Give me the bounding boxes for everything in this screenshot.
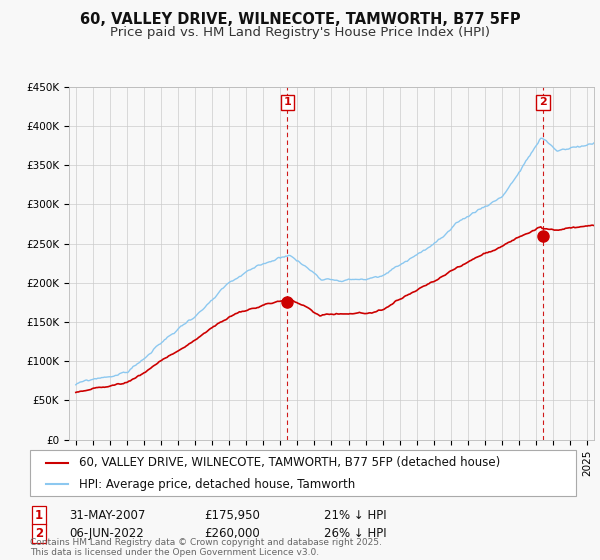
Text: 1: 1 [283, 97, 291, 108]
Text: 2: 2 [539, 97, 547, 108]
Text: HPI: Average price, detached house, Tamworth: HPI: Average price, detached house, Tamw… [79, 478, 355, 491]
Text: 2: 2 [35, 526, 43, 540]
Text: 60, VALLEY DRIVE, WILNECOTE, TAMWORTH, B77 5FP (detached house): 60, VALLEY DRIVE, WILNECOTE, TAMWORTH, B… [79, 456, 500, 469]
Text: 06-JUN-2022: 06-JUN-2022 [69, 526, 144, 540]
Text: Price paid vs. HM Land Registry's House Price Index (HPI): Price paid vs. HM Land Registry's House … [110, 26, 490, 39]
Text: 26% ↓ HPI: 26% ↓ HPI [324, 526, 386, 540]
Text: 1: 1 [35, 508, 43, 522]
Text: 21% ↓ HPI: 21% ↓ HPI [324, 508, 386, 522]
Text: £175,950: £175,950 [204, 508, 260, 522]
Text: 60, VALLEY DRIVE, WILNECOTE, TAMWORTH, B77 5FP: 60, VALLEY DRIVE, WILNECOTE, TAMWORTH, B… [80, 12, 520, 27]
Text: 31-MAY-2007: 31-MAY-2007 [69, 508, 145, 522]
Text: £260,000: £260,000 [204, 526, 260, 540]
Text: Contains HM Land Registry data © Crown copyright and database right 2025.
This d: Contains HM Land Registry data © Crown c… [30, 538, 382, 557]
